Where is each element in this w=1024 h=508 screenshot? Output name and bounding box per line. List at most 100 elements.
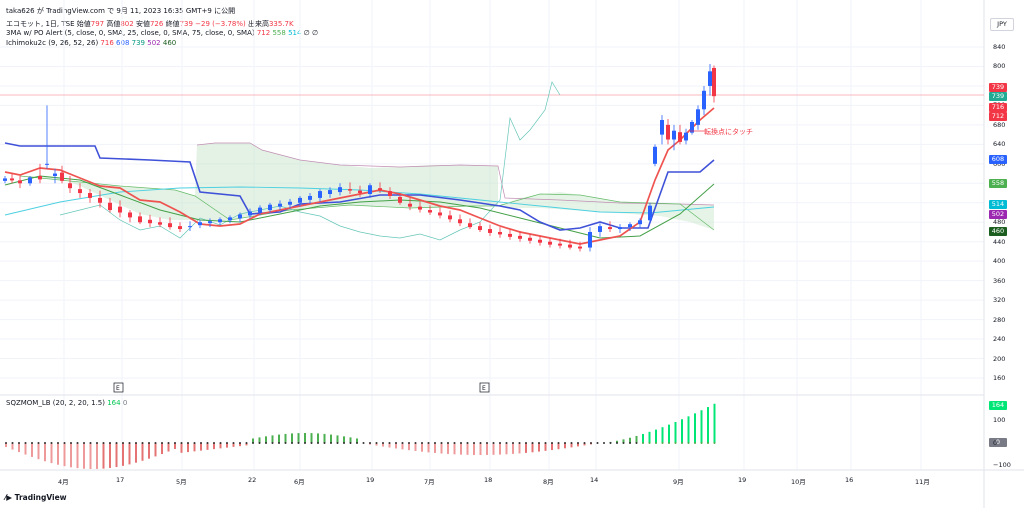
momentum-bar bbox=[492, 443, 495, 455]
momentum-bar bbox=[115, 443, 118, 468]
squeeze-dot bbox=[330, 442, 332, 444]
close-value: 739 bbox=[179, 20, 193, 28]
squeeze-dot bbox=[336, 442, 339, 444]
momentum-bar bbox=[83, 443, 85, 469]
squeeze-dot bbox=[707, 442, 709, 444]
squeeze-dot bbox=[447, 442, 449, 444]
publish-line: taka626 が TradingView.com で 9月 11, 2023 … bbox=[6, 7, 236, 15]
candle-body bbox=[148, 219, 152, 224]
change-value: −29 (−3.78%) bbox=[195, 20, 246, 28]
candle-body bbox=[198, 222, 202, 226]
squeeze-dot bbox=[616, 442, 618, 444]
candle-body bbox=[38, 175, 42, 180]
price-tag: 712 bbox=[989, 112, 1007, 121]
candle-body bbox=[118, 206, 122, 213]
momentum-bar bbox=[278, 434, 280, 443]
senkou-span-a-line bbox=[19, 175, 715, 231]
price-axis-label: 200 bbox=[993, 354, 1006, 363]
momentum-bar bbox=[557, 443, 560, 450]
currency-button[interactable]: JPY bbox=[990, 18, 1014, 31]
time-axis-label: 16 bbox=[845, 476, 854, 484]
momentum-bar bbox=[304, 433, 306, 443]
squeeze-dot bbox=[291, 442, 293, 444]
indicator1-v3: 514 bbox=[288, 29, 302, 37]
candle-body bbox=[308, 195, 312, 200]
squeeze-dot bbox=[37, 442, 40, 444]
symbol-name[interactable]: エコモット, 1日, TSE bbox=[6, 20, 75, 28]
indicator2-v2: 608 bbox=[116, 39, 130, 47]
price-axis-label: 240 bbox=[993, 335, 1006, 344]
candle-body bbox=[672, 130, 676, 140]
squeeze-dot bbox=[674, 442, 677, 444]
price-axis-label: 800 bbox=[993, 62, 1006, 71]
momentum-bar bbox=[232, 443, 235, 447]
candle-body bbox=[358, 190, 362, 194]
candle-body bbox=[578, 246, 582, 249]
momentum-bar bbox=[401, 443, 404, 450]
candle-body bbox=[238, 214, 242, 219]
earnings-marker-1 bbox=[113, 382, 124, 393]
momentum-bar bbox=[213, 443, 215, 450]
squeeze-dot bbox=[570, 442, 573, 444]
candle-body bbox=[660, 120, 664, 135]
high-value: 802 bbox=[120, 20, 134, 28]
momentum-bar bbox=[96, 443, 98, 469]
squeeze-dot bbox=[661, 442, 664, 444]
squeeze-dot bbox=[5, 442, 7, 444]
squeeze-dot bbox=[414, 442, 417, 444]
momentum-bar bbox=[388, 443, 391, 448]
squeeze-dot bbox=[421, 442, 423, 444]
squeeze-dot bbox=[102, 442, 105, 444]
squeeze-dot bbox=[583, 442, 586, 444]
candle-body bbox=[568, 244, 572, 248]
momentum-bar bbox=[707, 407, 709, 443]
momentum-bar bbox=[11, 443, 14, 450]
momentum-bar bbox=[336, 435, 339, 443]
squeeze-dot bbox=[323, 442, 326, 444]
squeeze-dot bbox=[317, 442, 319, 444]
candle-body bbox=[408, 203, 412, 207]
momentum-bar bbox=[31, 443, 33, 457]
candle-body bbox=[60, 172, 64, 181]
indicator2-line[interactable]: Ichimoku2c (9, 26, 52, 26) 716 608 739 5… bbox=[6, 39, 176, 47]
momentum-bar bbox=[193, 443, 196, 452]
candle-body bbox=[538, 239, 542, 243]
momentum-bar bbox=[479, 443, 482, 455]
subpanel-label[interactable]: SQZMOM_LB (20, 2, 20, 1.5) 164 0 bbox=[6, 399, 127, 407]
indicator1-v2: 558 bbox=[272, 29, 286, 37]
candle-body bbox=[268, 204, 272, 211]
momentum-bar bbox=[648, 431, 651, 443]
indicator1-line[interactable]: 3MA w/ PO Alert (5, close, 0, SMA, 25, c… bbox=[6, 29, 318, 37]
momentum-bar bbox=[512, 443, 514, 454]
candle-body bbox=[318, 191, 322, 198]
momentum-bar bbox=[24, 443, 27, 455]
momentum-bar bbox=[525, 443, 527, 453]
momentum-bar bbox=[297, 433, 300, 443]
price-axis-label: 440 bbox=[993, 237, 1006, 246]
squeeze-dot bbox=[63, 442, 66, 444]
candle-body bbox=[696, 109, 700, 125]
squeeze-dot bbox=[174, 442, 176, 444]
time-axis-label: 17 bbox=[116, 476, 125, 484]
squeeze-dot bbox=[694, 442, 696, 444]
squeeze-dot bbox=[408, 442, 410, 444]
candle-body bbox=[208, 221, 212, 224]
candle-body bbox=[666, 124, 670, 140]
momentum-bar bbox=[89, 443, 92, 469]
volume-label: 出来高 bbox=[247, 20, 269, 28]
indicator1-icons[interactable]: ∅ ∅ bbox=[303, 29, 319, 37]
squeeze-dot bbox=[96, 442, 98, 444]
earnings-marker-1-text: E bbox=[116, 385, 120, 392]
price-axis-label: 680 bbox=[993, 120, 1006, 129]
volume-value: 335.7K bbox=[268, 20, 294, 28]
candle-body bbox=[188, 226, 192, 228]
squeeze-dot bbox=[596, 442, 599, 444]
candle-body bbox=[328, 190, 332, 195]
ichimoku-cloud-b bbox=[498, 192, 714, 230]
momentum-bar bbox=[486, 443, 488, 455]
low-label: 安値 bbox=[135, 20, 150, 28]
squeeze-dot bbox=[382, 442, 384, 444]
momentum-bar bbox=[44, 443, 46, 462]
tradingview-logo[interactable]: ⁄▶ TradingView bbox=[5, 493, 67, 502]
